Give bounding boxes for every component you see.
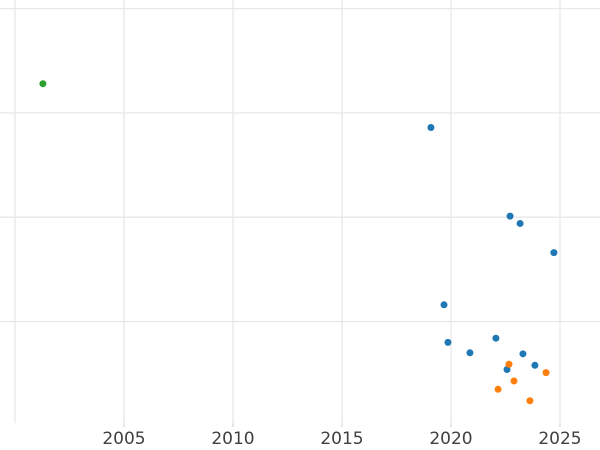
x-tick-label: 2025 <box>538 429 581 449</box>
data-point-green <box>39 80 47 88</box>
data-point-blue <box>550 249 558 257</box>
data-point-orange <box>510 377 518 385</box>
data-point-orange <box>494 385 502 393</box>
data-point-orange <box>526 397 534 405</box>
data-point-blue <box>531 361 539 369</box>
data-point-orange <box>505 360 513 368</box>
data-point-blue <box>427 124 435 132</box>
data-point-blue <box>519 350 527 358</box>
data-point-blue <box>516 219 524 227</box>
data-point-orange <box>542 369 550 377</box>
data-point-blue <box>440 301 448 309</box>
x-tick-label: 2020 <box>429 429 472 449</box>
x-tick-label: 2010 <box>211 429 254 449</box>
data-point-blue <box>506 212 514 220</box>
x-tick-label: 2015 <box>320 429 363 449</box>
x-tick-label: 2005 <box>102 429 145 449</box>
data-point-blue <box>492 334 500 342</box>
data-point-blue <box>466 349 474 357</box>
data-point-blue <box>444 338 452 346</box>
